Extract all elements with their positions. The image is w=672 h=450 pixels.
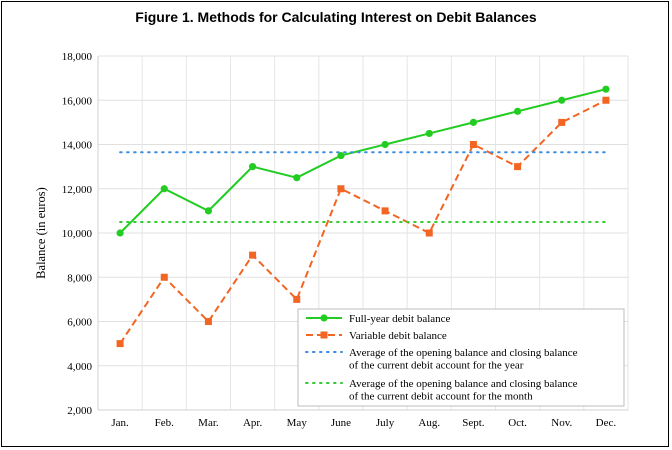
x-tick-label: Feb.: [155, 417, 175, 429]
series-0-line: [119, 88, 607, 234]
series-0-point: [337, 151, 345, 160]
series-1-point: [160, 273, 168, 281]
y-tick-label: 2,000: [67, 405, 92, 417]
series-1-point: [602, 96, 610, 104]
x-tick-label: June: [331, 417, 351, 429]
series-0-point: [248, 163, 257, 171]
chart-title: Figure 1. Methods for Calculating Intere…: [135, 9, 537, 25]
legend-swatch-marker: [320, 314, 328, 322]
x-tick-label: Mar.: [198, 417, 219, 429]
legend-label: of the current debit account for the mon…: [349, 391, 533, 403]
series-0-point: [425, 129, 433, 138]
legend-label: Average of the opening balance and closi…: [349, 347, 578, 359]
series-0-point: [513, 107, 522, 115]
series-1-point: [514, 163, 522, 171]
x-tick-label: July: [376, 417, 395, 429]
y-tick-label: 8,000: [67, 272, 92, 284]
series-0-point: [293, 174, 301, 182]
x-tick-label: Apr.: [243, 417, 263, 429]
y-axis-label: Balance (in euros): [34, 187, 48, 279]
x-tick-label: May: [287, 417, 308, 429]
legend-label: Average of the opening balance and closi…: [349, 378, 578, 390]
series-1-point: [558, 118, 566, 126]
y-tick-label: 6,000: [67, 317, 92, 329]
y-tick-label: 12,000: [62, 184, 93, 196]
series-0-point: [602, 85, 610, 93]
legend-label: of the current debit account for the yea…: [349, 360, 524, 372]
series-0-point: [204, 207, 213, 215]
series-0-point: [381, 140, 389, 149]
series-1-point: [381, 207, 389, 215]
series-1-point: [469, 141, 477, 148]
x-tick-label: Dec.: [596, 417, 617, 429]
x-tick-label: Oct.: [508, 417, 527, 429]
series-0-point: [469, 118, 478, 126]
x-tick-label: Aug.: [418, 417, 440, 429]
series-1-point: [293, 295, 301, 303]
y-tick-label: 16,000: [62, 95, 93, 107]
y-tick-label: 18,000: [62, 51, 93, 63]
x-tick-label: Nov.: [551, 417, 572, 429]
series-1-point: [249, 251, 257, 259]
series-1-point: [337, 185, 345, 193]
series-0-point: [558, 96, 566, 104]
series-0-point: [160, 185, 168, 193]
series-1-point: [116, 340, 124, 348]
legend-swatch-marker: [320, 331, 328, 339]
y-tick-label: 10,000: [62, 228, 93, 240]
series-0-point: [116, 229, 124, 237]
series-1-point: [425, 229, 433, 237]
legend-label: Full-year debit balance: [349, 313, 451, 325]
series-1-point: [204, 318, 212, 325]
series-1-line: [119, 99, 607, 345]
legend-box: [297, 308, 625, 407]
legend-label: Variable debit balance: [349, 330, 447, 342]
y-tick-label: 14,000: [62, 140, 93, 152]
x-tick-label: Jan.: [111, 417, 129, 429]
x-tick-label: Sept.: [462, 417, 485, 429]
y-tick-label: 4,000: [67, 361, 92, 373]
